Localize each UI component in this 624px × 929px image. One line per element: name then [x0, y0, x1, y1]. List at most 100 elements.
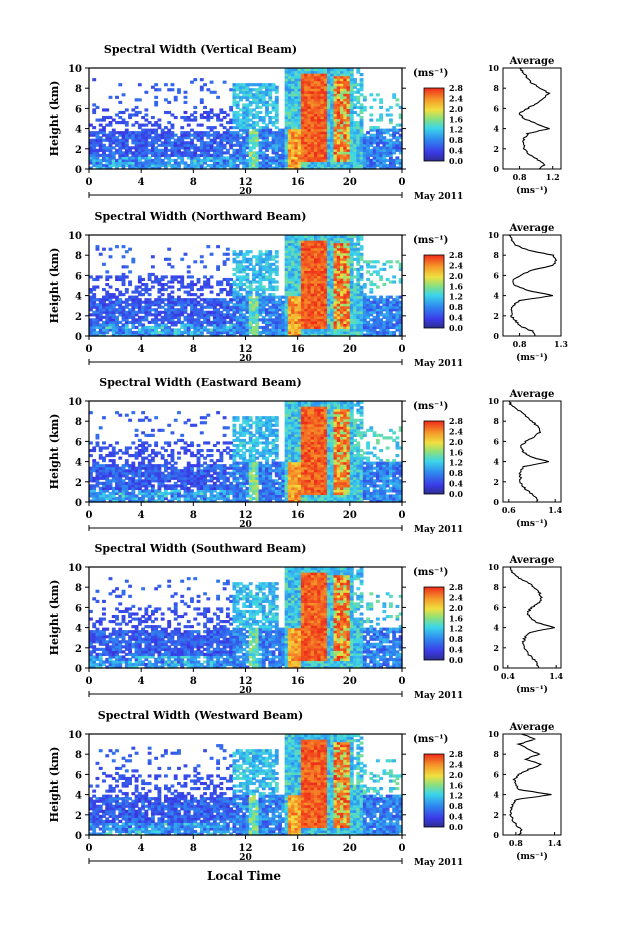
colorbar-tick-label: 0.0	[449, 156, 463, 166]
avg-y-tick-label: 2	[493, 477, 499, 487]
avg-x-tick-label: 0.8	[509, 838, 523, 848]
avg-y-tick-label: 4	[493, 790, 499, 800]
x-tick-label: 16	[291, 177, 305, 188]
x-tick-label: 0	[86, 344, 93, 355]
average-unit: (ms⁻¹)	[516, 851, 548, 862]
colorbar	[423, 254, 445, 329]
heatmap-cells	[89, 401, 403, 503]
avg-x-tick-label: 1.4	[548, 505, 562, 515]
colorbar-tick-label: 1.6	[449, 447, 463, 457]
y-axis-label: Height (km)	[48, 81, 61, 157]
y-tick-label: 4	[75, 624, 82, 635]
y-tick-label: 8	[75, 84, 82, 95]
y-tick-label: 0	[75, 664, 82, 675]
panel-title: Spectral Width (Vertical Beam)	[104, 43, 297, 56]
x-tick-label: 8	[190, 510, 197, 521]
date-label: May 2011	[414, 691, 463, 701]
colorbar-tick-label: 0.8	[449, 801, 463, 811]
y-tick-label: 2	[75, 811, 82, 822]
colorbar	[423, 420, 445, 495]
y-tick-label: 6	[75, 770, 82, 781]
avg-y-tick-label: 4	[493, 457, 499, 467]
panel-5: Spectral Width (Westward Beam) 0 2 4 6 8 10 Hei…	[48, 709, 562, 868]
colorbar-tick-label: 0.4	[449, 812, 463, 822]
y-tick-label: 0	[75, 831, 82, 842]
x-tick-label: 12	[239, 177, 253, 188]
x-tick-label: 16	[291, 344, 305, 355]
avg-y-tick-label: 8	[493, 749, 499, 759]
x-tick-label: 4	[138, 344, 145, 355]
avg-y-tick-label: 2	[493, 144, 499, 154]
y-tick-label: 6	[75, 603, 82, 614]
avg-y-tick-label: 10	[488, 63, 500, 73]
colorbar-tick-label: 1.2	[449, 458, 463, 468]
y-tick-label: 4	[75, 125, 82, 136]
colorbar-tick-label: 2.8	[449, 83, 463, 93]
panel-title: Spectral Width (Eastward Beam)	[99, 376, 301, 389]
colorbar-tick-label: 2.0	[449, 603, 463, 613]
avg-y-tick-label: 0	[493, 663, 499, 673]
day-label: 20	[239, 354, 252, 364]
y-tick-label: 8	[75, 750, 82, 761]
y-tick-label: 10	[68, 730, 82, 741]
colorbar	[423, 753, 445, 828]
avg-y-tick-label: 6	[493, 103, 499, 113]
avg-y-tick-label: 0	[493, 164, 499, 174]
day-label: 20	[239, 686, 252, 696]
x-tick-label: 12	[239, 344, 253, 355]
avg-y-tick-label: 4	[493, 124, 499, 134]
x-tick-label: 16	[291, 676, 305, 687]
x-tick-label: 8	[190, 676, 197, 687]
avg-y-tick-label: 4	[493, 623, 499, 633]
day-label: 20	[239, 187, 252, 197]
y-axis-label: Height (km)	[48, 248, 61, 324]
colorbar-tick-label: 0.0	[449, 655, 463, 665]
y-tick-label: 2	[75, 644, 82, 655]
x-tick-label: 12	[239, 676, 253, 687]
colorbar-tick-label: 0.4	[449, 479, 463, 489]
x-tick-label: 4	[138, 676, 145, 687]
colorbar-unit: (ms⁻¹)	[413, 567, 448, 578]
avg-y-tick-label: 10	[488, 396, 500, 406]
colorbar-unit: (ms⁻¹)	[413, 68, 448, 79]
y-tick-label: 10	[68, 563, 82, 574]
average-frame	[502, 400, 562, 503]
colorbar-unit: (ms⁻¹)	[413, 235, 448, 246]
y-tick-label: 4	[75, 791, 82, 802]
avg-y-tick-label: 8	[493, 416, 499, 426]
average-frame	[502, 67, 562, 170]
colorbar-tick-label: 2.4	[449, 592, 463, 602]
x-tick-label: 4	[138, 510, 145, 521]
y-tick-label: 0	[75, 165, 82, 176]
avg-y-tick-label: 0	[493, 830, 499, 840]
colorbar-tick-label: 1.6	[449, 780, 463, 790]
x-tick-label: 12	[239, 510, 253, 521]
x-tick-label: 8	[190, 177, 197, 188]
colorbar-tick-label: 2.0	[449, 437, 463, 447]
colorbar-tick-label: 0.8	[449, 135, 463, 145]
x-tick-label: 4	[138, 843, 145, 854]
y-axis-label: Height (km)	[48, 414, 61, 490]
colorbar	[423, 87, 445, 162]
x-tick-label: 20	[343, 510, 357, 521]
x-tick-label: 0	[399, 177, 406, 188]
colorbar-tick-label: 2.8	[449, 416, 463, 426]
avg-y-tick-label: 2	[493, 311, 499, 321]
average-frame	[502, 733, 562, 836]
avg-y-tick-label: 0	[493, 497, 499, 507]
average-title: Average	[509, 389, 555, 400]
date-label: May 2011	[414, 858, 463, 868]
colorbar-tick-label: 2.4	[449, 759, 463, 769]
panel-3: Spectral Width (Eastward Beam) 0 2 4 6 8 10 Hei…	[48, 376, 563, 535]
colorbar-tick-label: 2.4	[449, 426, 463, 436]
x-tick-label: 20	[343, 177, 357, 188]
colorbar-tick-label: 1.2	[449, 624, 463, 634]
avg-x-tick-label: 1.3	[554, 339, 568, 349]
average-title: Average	[509, 555, 555, 566]
average-unit: (ms⁻¹)	[516, 518, 548, 529]
average-profile-line	[518, 67, 551, 170]
panel-1: Spectral Width (Vertical Beam) 0 2 4 6 8 10 Hei…	[48, 43, 562, 202]
colorbar-unit: (ms⁻¹)	[413, 401, 448, 412]
x-tick-label: 0	[399, 344, 406, 355]
